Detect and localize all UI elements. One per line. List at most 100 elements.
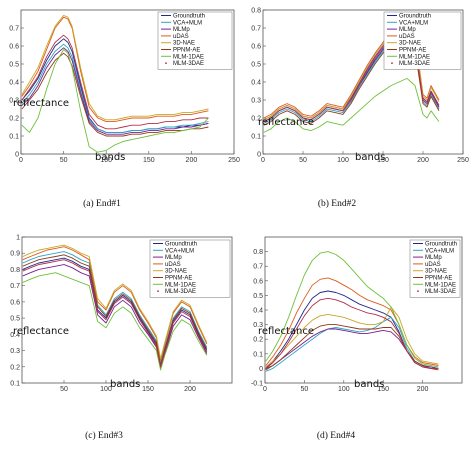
y-tick-label: 0.3	[10, 348, 20, 355]
legend-box	[409, 239, 461, 298]
y-tick-label: 0.6	[253, 278, 263, 285]
y-tick-label: 0.1	[10, 381, 20, 388]
y-tick-label: 0.4	[9, 80, 19, 87]
y-tick-label: 0.1	[251, 134, 261, 141]
series-line-vca-mlm	[265, 316, 439, 372]
y-axis-label: reflectance	[258, 326, 314, 337]
series-line-mlm-1dae	[22, 272, 208, 371]
legend-box	[149, 239, 231, 298]
y-tick-label: 0.4	[10, 332, 20, 339]
x-tick-label: 150	[143, 157, 155, 164]
y-tick-label: 0.1	[9, 134, 19, 141]
y-tick-label: 0	[15, 152, 19, 159]
y-tick-label: 0.8	[253, 249, 263, 256]
x-tick-label: 200	[417, 386, 429, 393]
x-tick-label: 150	[142, 386, 154, 393]
legend-label: MLM-3DAE	[165, 289, 196, 295]
x-axis-label: bands	[110, 379, 140, 390]
y-tick-label: 0.6	[251, 44, 261, 51]
x-tick-label: 100	[337, 157, 349, 164]
x-tick-label: 100	[100, 157, 112, 164]
x-tick-label: 0	[263, 386, 267, 393]
y-tick-label: 0.1	[253, 351, 263, 358]
series-line-mlm-3dae	[22, 259, 208, 368]
legend-label: PPNM-AE	[165, 276, 192, 282]
x-axis-label: bands	[354, 379, 384, 390]
x-tick-label: 200	[184, 386, 196, 393]
y-tick-label: 0.2	[9, 116, 19, 123]
legend-label: PPNM-AE	[173, 48, 200, 54]
legend-label: MLM-3DAE	[173, 61, 204, 67]
x-tick-label: 150	[377, 157, 389, 164]
legend-box	[383, 11, 462, 70]
y-tick-label: 0.8	[10, 267, 20, 274]
legend-swatch	[417, 290, 419, 292]
series-line-ppnm-ae	[22, 254, 208, 366]
y-tick-label: 0.6	[9, 44, 19, 51]
legend-label: MLM-3DAE	[425, 289, 456, 295]
y-tick-label: 0.3	[9, 98, 19, 105]
y-tick-label: 0.5	[10, 316, 20, 323]
legend-label: MLMp	[425, 255, 442, 261]
x-tick-label: 50	[301, 386, 309, 393]
y-tick-label: 0.4	[251, 80, 261, 87]
legend-swatch	[165, 62, 167, 64]
series-line-mlm-3dae	[21, 34, 209, 130]
chart-panel-1: 0 0.1 0.2 0.3 0.4 0.5 0.6 0.7 0 50 100 150 200 250 Gro…	[9, 9, 240, 209]
chart-panel-2: 0 0.1 0.2 0.3 0.4 0.5 0.6 0.7 0.8 0 50 100 150 200 250…	[251, 8, 469, 210]
y-tick-label: 0.9	[10, 251, 20, 258]
y-tick-label: -0.1	[251, 381, 263, 388]
x-tick-label: 150	[377, 386, 389, 393]
legend-label: MLMp	[173, 27, 190, 33]
legend-label: VCA+MLM	[173, 20, 202, 26]
y-tick-label: 1	[16, 235, 20, 242]
x-tick-label: 100	[100, 386, 112, 393]
legend-label: uDAS	[399, 34, 415, 40]
legend-label: MLMp	[399, 27, 416, 33]
y-tick-label: 0.2	[10, 364, 20, 371]
legend-label: MLM-1DAE	[173, 54, 204, 60]
legend-label: MLM-3DAE	[399, 61, 430, 67]
x-tick-label: 250	[228, 157, 240, 164]
y-tick-label: 0.7	[10, 283, 20, 290]
y-tick-label: 0.7	[9, 26, 19, 33]
y-tick-label: 0.4	[253, 308, 263, 315]
panel-caption: (a) End#1	[83, 198, 121, 209]
series-line-mlmp	[21, 47, 209, 135]
chart-panel-4: -0.100.10.20.30.40.50.60.70.80 50 100 150 20…	[251, 236, 463, 441]
legend-swatch	[157, 290, 159, 292]
legend-label: 3D-NAE	[425, 269, 447, 275]
legend-label: PPNM-AE	[399, 48, 426, 54]
series-line-3d-nae	[21, 14, 209, 121]
legend-label: MLM-1DAE	[425, 282, 456, 288]
x-tick-label: 100	[338, 386, 350, 393]
legend-label: VCA+MLM	[399, 20, 428, 26]
legend-label: MLMp	[165, 255, 182, 261]
legend-label: VCA+MLM	[165, 248, 194, 254]
y-tick-label: 0	[257, 152, 261, 159]
series-line-3d-nae	[22, 244, 208, 360]
y-tick-label: 0.6	[10, 299, 20, 306]
legend-label: uDAS	[173, 34, 189, 40]
series-line-mlmp	[22, 264, 208, 369]
y-tick-label: 0.8	[251, 8, 261, 15]
x-tick-label: 0	[19, 157, 23, 164]
series-line-mlm-1dae	[265, 251, 439, 368]
legend-label: Groundtruth	[165, 242, 197, 248]
panel-caption: (d) End#4	[317, 430, 356, 441]
legend-label: uDAS	[165, 262, 181, 268]
y-tick-label: 0.7	[253, 264, 263, 271]
series-line-vca-mlm	[22, 251, 208, 364]
y-tick-label: 0	[259, 366, 263, 373]
y-tick-label: 0.5	[253, 293, 263, 300]
legend-label: MLM-1DAE	[165, 282, 196, 288]
y-tick-label: 0.2	[251, 116, 261, 123]
x-tick-label: 200	[186, 157, 198, 164]
series-line-udas	[21, 16, 209, 123]
series-line-groundtruth	[22, 257, 208, 368]
y-tick-label: 0.3	[253, 322, 263, 329]
x-tick-label: 50	[60, 386, 68, 393]
x-tick-label: 50	[60, 157, 68, 164]
series-line-mlm-3dae	[265, 297, 439, 369]
